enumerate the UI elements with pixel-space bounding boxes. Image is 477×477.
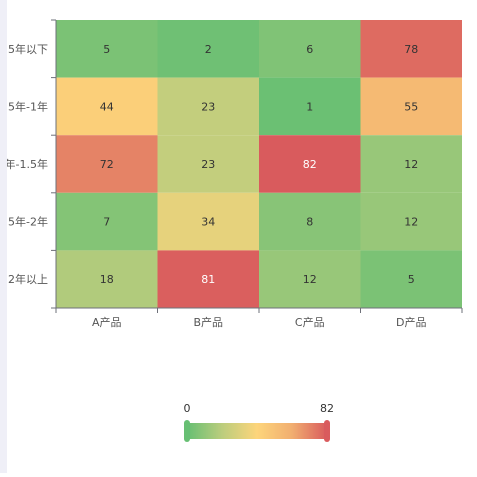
x-axis-tick-label: B产品 xyxy=(193,315,223,329)
heatmap-cell xyxy=(360,250,462,308)
left-sidebar-strip xyxy=(0,0,7,473)
y-axis-tick-label: 2年以上 xyxy=(8,272,48,286)
heatmap-cell-value: 23 xyxy=(201,158,215,171)
heatmap-cell xyxy=(360,192,462,251)
visual-map-max-handle[interactable] xyxy=(324,420,330,442)
x-axis-tick-label: D产品 xyxy=(396,315,426,329)
visual-map-gradient-bar xyxy=(187,423,327,439)
heatmap-cell-value: 18 xyxy=(100,273,114,286)
y-axis-tick-label: 5年-2年 xyxy=(8,215,48,229)
x-axis-tick-label: C产品 xyxy=(295,315,325,329)
visual-map-min-label: 0 xyxy=(184,402,191,415)
heatmap-cell xyxy=(259,20,361,78)
heatmap-cell xyxy=(157,250,259,308)
heatmap-cell-value: 2 xyxy=(205,43,212,56)
heatmap-cell xyxy=(56,250,158,308)
heatmap-cell xyxy=(259,250,361,308)
heatmap-cell xyxy=(360,20,462,78)
heatmap-cell-value: 12 xyxy=(303,273,317,286)
heatmap-cell xyxy=(56,135,158,193)
visual-map-min-handle[interactable] xyxy=(184,420,190,442)
heatmap-cell-value: 8 xyxy=(306,216,313,229)
heatmap-cell xyxy=(259,192,361,251)
heatmap-cell-value: 12 xyxy=(404,216,418,229)
heatmap-cell xyxy=(259,77,361,136)
heatmap-cell xyxy=(157,77,259,136)
heatmap-cell-value: 5 xyxy=(408,273,415,286)
heatmap-cell-value: 7 xyxy=(103,216,110,229)
heatmap-cell-value: 34 xyxy=(201,216,215,229)
heatmap-cell-value: 55 xyxy=(404,100,418,113)
heatmap-cell-value: 44 xyxy=(100,100,114,113)
heatmap-cells: 5 2 6 78 44 23 1 55 72 23 82 12 7 34 8 12 18 81 12 5 xyxy=(56,20,462,308)
heatmap-cell xyxy=(360,135,462,193)
heatmap-cell xyxy=(157,192,259,251)
visual-map-max-label: 82 xyxy=(320,402,334,415)
visual-map[interactable]: 0 82 xyxy=(184,402,335,442)
heatmap-cell xyxy=(56,192,158,251)
heatmap-cell-value: 72 xyxy=(100,158,114,171)
heatmap-cell-value: 6 xyxy=(306,43,313,56)
heatmap-cell-value: 23 xyxy=(201,100,215,113)
y-axis-tick-label: 5年以下 xyxy=(8,42,48,56)
heatmap-cell xyxy=(157,20,259,78)
heatmap-cell-value: 81 xyxy=(201,273,215,286)
heatmap-cell xyxy=(157,135,259,193)
heatmap-cell-value: 5 xyxy=(103,43,110,56)
heatmap-axes: 5年以下 5年-1年年-1.5年 5年-2年 2年以上 A产品 B产品 C产品 D产品 xyxy=(5,19,463,329)
x-axis-tick-label: A产品 xyxy=(92,315,122,329)
heatmap-cell-value: 82 xyxy=(303,158,317,171)
y-axis-tick-label: 年-1.5年 xyxy=(5,157,48,171)
heatmap-cell-value: 78 xyxy=(404,43,418,56)
heatmap-cell xyxy=(360,77,462,136)
heatmap-cell xyxy=(56,20,158,78)
heatmap-cell-value: 1 xyxy=(306,100,313,113)
heatmap-cell xyxy=(259,135,361,193)
y-axis-tick-label: 5年-1年 xyxy=(8,99,48,113)
heatmap-cell-value: 12 xyxy=(404,158,418,171)
heatmap-cell xyxy=(56,77,158,136)
